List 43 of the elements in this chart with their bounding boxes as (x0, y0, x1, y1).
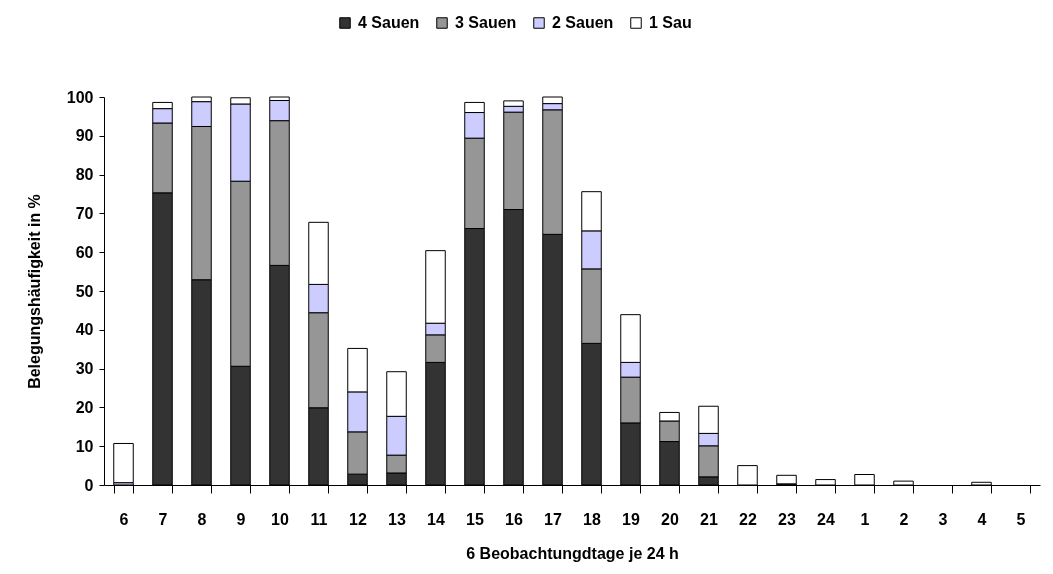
x-tick-label: 21 (700, 510, 718, 528)
y-tick-label: 10 (75, 437, 94, 455)
x-tick-label: 18 (583, 510, 601, 528)
x-tick-label: 15 (466, 510, 484, 528)
x-tick-label: 11 (310, 510, 328, 528)
x-tick-label: 1 (860, 510, 870, 528)
x-tick-label: 19 (622, 510, 640, 528)
x-tick-label: 23 (778, 510, 796, 528)
x-tick-label: 7 (158, 510, 168, 528)
legend-label: 2 Sauen (552, 14, 614, 31)
x-tick-label: 14 (427, 510, 445, 528)
x-tick-label: 24 (817, 510, 835, 528)
y-tick-label: 100 (66, 88, 94, 106)
x-tick-label: 8 (197, 510, 207, 528)
x-tick-label: 3 (938, 510, 948, 528)
y-tick-label: 50 (75, 282, 94, 300)
y-tick-label: 70 (75, 204, 94, 222)
x-tick-label: 4 (977, 510, 987, 528)
x-axis-title: 6 Beobachtungdtage je 24 h (466, 544, 679, 562)
y-axis-title: Belegungshäufigkeit in % (25, 194, 43, 389)
x-tick-label: 17 (544, 510, 562, 528)
bar (113, 442, 134, 484)
bar (776, 474, 797, 485)
y-tick-label: 80 (75, 166, 94, 184)
x-tick-label: 16 (505, 510, 523, 528)
y-tick-label: 30 (75, 360, 94, 378)
y-tick-label: 40 (75, 321, 94, 339)
y-tick-label: 0 (84, 476, 94, 494)
x-tick-label: 13 (388, 510, 406, 528)
x-tick-label: 12 (349, 510, 367, 528)
legend-label: 3 Sauen (455, 14, 517, 31)
x-tick-label: 2 (899, 510, 909, 528)
x-tick-label: 9 (236, 510, 246, 528)
legend-label: 1 Sau (649, 14, 692, 31)
x-tick-label: 20 (661, 510, 679, 528)
legend-label: 4 Sauen (358, 14, 420, 31)
y-tick-label: 60 (75, 243, 94, 261)
y-tick-label: 90 (75, 127, 94, 145)
x-tick-label: 5 (1016, 510, 1026, 528)
x-tick-label: 22 (739, 510, 757, 528)
x-tick-label: 10 (271, 510, 289, 528)
x-tick-label: 6 (119, 510, 129, 528)
y-tick-label: 20 (75, 398, 94, 416)
